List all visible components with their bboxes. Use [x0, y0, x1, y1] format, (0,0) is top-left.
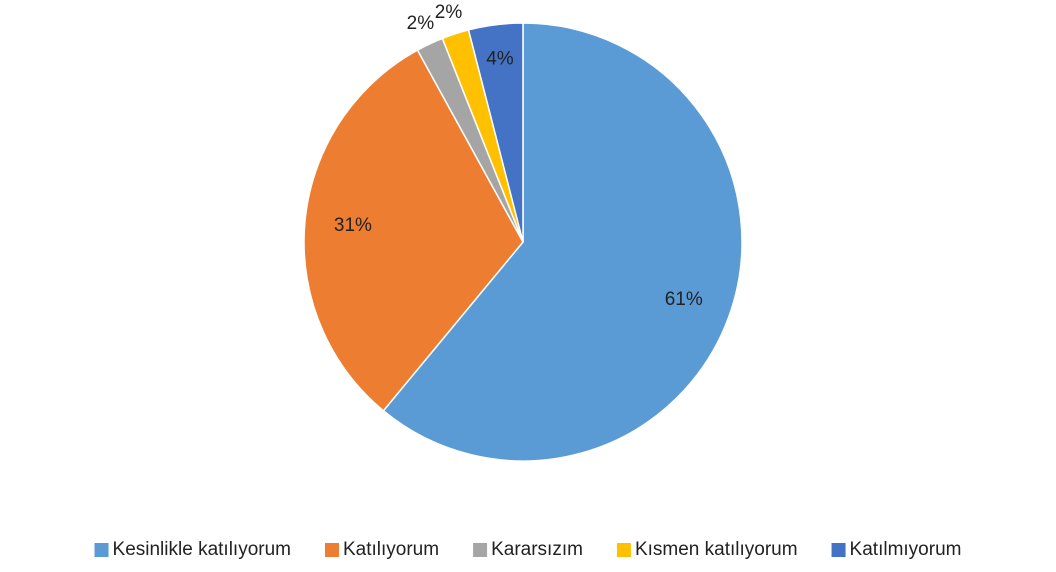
legend-swatch — [94, 543, 109, 557]
legend-label: Kararsızım — [491, 539, 583, 560]
data-label: 4% — [486, 49, 514, 70]
legend-label: Katılıyorum — [343, 539, 439, 560]
legend-swatch — [473, 543, 488, 557]
legend-label: Katılmıyorum — [850, 539, 962, 560]
pie-slice — [303, 49, 524, 412]
data-label: 61% — [665, 289, 703, 310]
legend-label: Kısmen katılıyorum — [635, 539, 798, 560]
pie-slice — [467, 22, 524, 243]
data-label: 31% — [334, 215, 372, 236]
data-label: 2% — [435, 2, 463, 23]
legend-label: Kesinlikle katılıyorum — [113, 539, 291, 560]
legend-swatch — [831, 543, 846, 557]
pie-slice — [382, 22, 743, 462]
legend-swatch — [616, 543, 631, 557]
data-label: 2% — [407, 13, 435, 34]
legend-swatch — [324, 543, 339, 557]
